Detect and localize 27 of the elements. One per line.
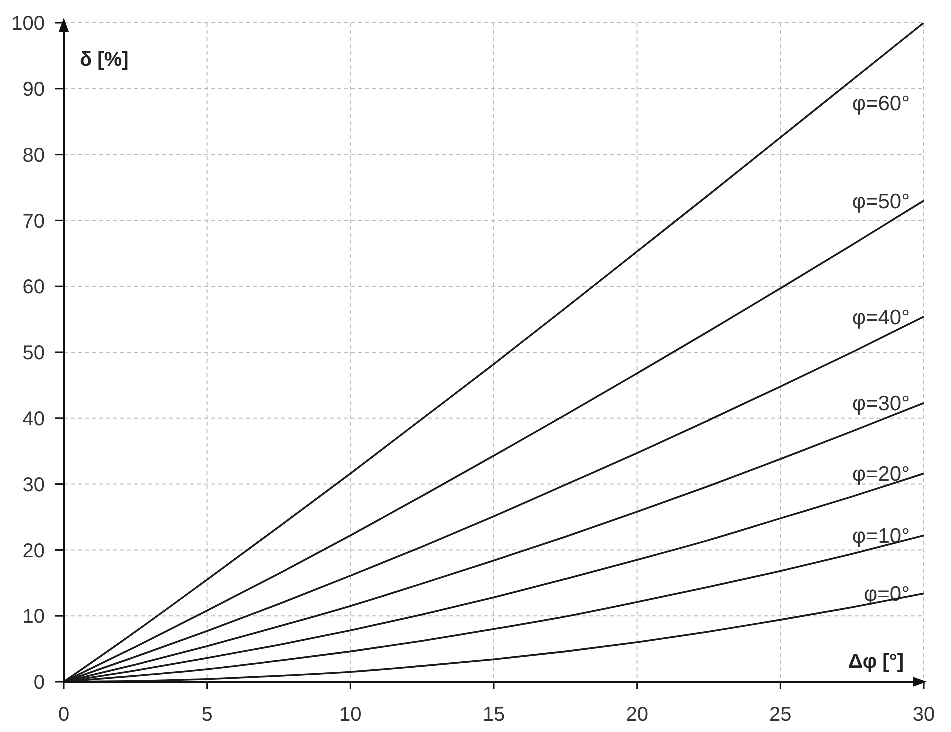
- x-tick-label: 30: [912, 704, 936, 726]
- y-tick-label: 40: [22, 408, 45, 430]
- x-tick-label: 25: [770, 704, 792, 726]
- series-label: φ=0°: [864, 583, 910, 606]
- y-tick-label: 10: [22, 606, 45, 628]
- y-tick-label: 90: [22, 79, 45, 101]
- x-tick-label: 0: [58, 704, 70, 726]
- series-label: φ=40°: [852, 306, 910, 330]
- y-tick-label: 70: [22, 210, 45, 233]
- x-tick-label: 5: [202, 704, 213, 726]
- series-label: φ=30°: [852, 392, 910, 416]
- y-axis-title: δ [%]: [80, 49, 129, 71]
- series-label: φ=20°: [852, 463, 910, 486]
- y-tick-label: 50: [22, 342, 45, 365]
- y-tick-label: 100: [12, 13, 45, 36]
- y-tick-label: 30: [22, 474, 45, 496]
- series-label: φ=60°: [852, 92, 910, 116]
- y-tick-label: 0: [34, 672, 45, 694]
- y-tick-label: 80: [22, 144, 45, 167]
- y-tick-label: 60: [22, 276, 45, 299]
- y-tick-label: 20: [22, 540, 45, 562]
- x-tick-label: 20: [626, 704, 648, 726]
- x-tick-label: 15: [482, 704, 506, 726]
- series-label: φ=50°: [852, 190, 910, 214]
- x-tick-label: 10: [340, 704, 362, 726]
- x-axis-title: Δφ [°]: [848, 651, 904, 673]
- series-label: φ=10°: [852, 525, 910, 548]
